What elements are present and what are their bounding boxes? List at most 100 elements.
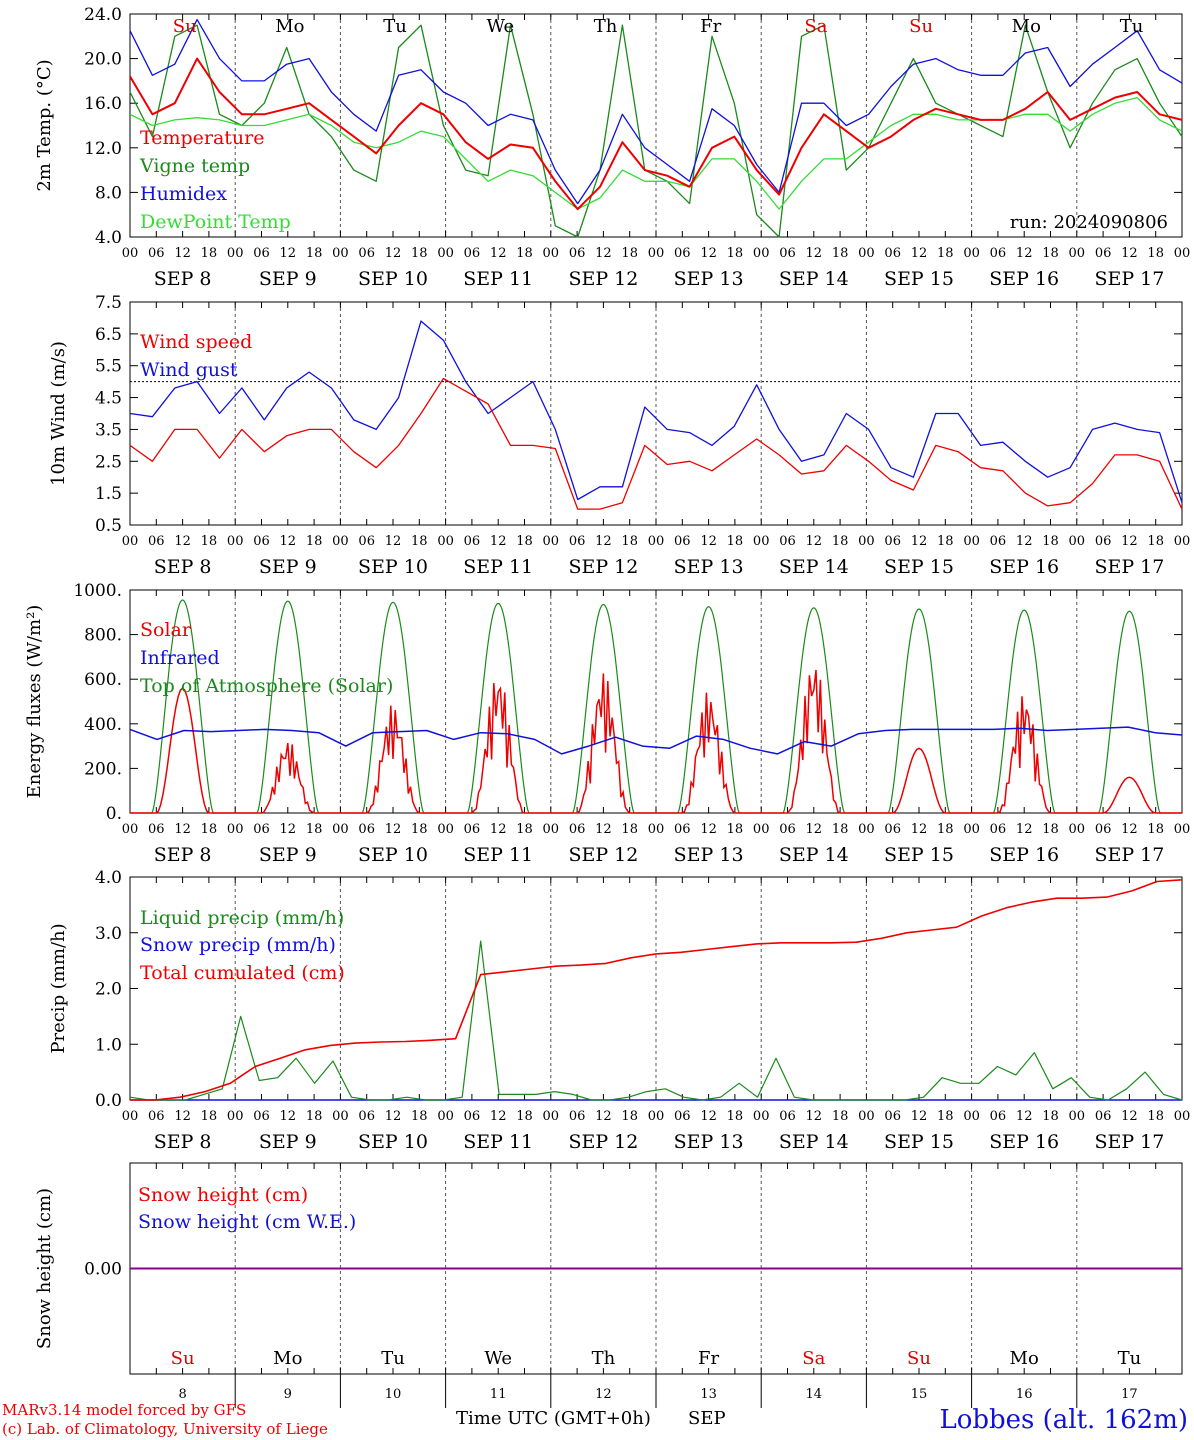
hour-tick-label: 12 [806,1109,823,1124]
day-number: 15 [911,1387,928,1402]
hour-tick-label: 06 [253,534,270,549]
hour-tick-label: 18 [1042,822,1059,837]
hour-tick-label: 00 [437,246,454,261]
date-label: SEP 8 [154,268,212,290]
hour-tick-label: 00 [1069,246,1086,261]
toa-solar-line [866,608,972,814]
hour-tick-label: 12 [490,1109,507,1124]
hour-tick-label: 18 [621,246,638,261]
panel-wind: 0.5 1.5 2.5 3.5 4.5 5.5 6.5 7.5 10m Wind (m/s) 00… [48,293,1190,578]
date-label: SEP 12 [568,1131,638,1153]
hour-tick-label: 12 [280,822,297,837]
hour-tick-label: 18 [937,822,954,837]
day-number: 9 [284,1387,292,1402]
date-label: SEP 14 [779,844,849,866]
hour-tick-label: 06 [779,1109,796,1124]
toa-solar-line [761,607,867,814]
hour-tick-label: 06 [569,1109,586,1124]
hour-tick-label: 12 [1016,246,1033,261]
hour-tick-label: 06 [253,822,270,837]
day-number: 17 [1121,1387,1138,1402]
hour-tick-label: 00 [332,246,349,261]
hour-tick-label: 18 [516,1109,533,1124]
date-label: SEP 10 [358,556,428,578]
hour-tick-label: 18 [1042,1109,1059,1124]
y-tick-label: 2.5 [95,452,122,472]
hour-tick-label: 18 [621,1109,638,1124]
hour-tick-label: 06 [884,534,901,549]
hour-tick-label: 06 [358,1109,375,1124]
hour-tick-label: 18 [201,534,218,549]
hour-tick-label: 00 [543,246,560,261]
solar-line [550,673,656,814]
hour-tick-label: 06 [674,246,691,261]
y-tick-label: 0.5 [95,516,122,536]
hour-tick-label: 18 [1147,822,1164,837]
hour-tick-label: 06 [569,246,586,261]
hour-tick-label: 00 [332,534,349,549]
hour-tick-label: 00 [753,1109,770,1124]
legend-entry: Wind gust [140,359,238,381]
y-axis-label: Energy fluxes (W/m²) [24,605,45,799]
hour-tick-label: 18 [937,246,954,261]
hour-tick-label: 06 [464,534,481,549]
hour-tick-label: 00 [543,1109,560,1124]
hour-tick-label: 06 [990,534,1007,549]
day-number: 12 [595,1387,612,1402]
hour-tick-label: 18 [621,534,638,549]
legend-entry: Infrared [140,647,220,669]
credit-line-2: (c) Lab. of Climatology, University of L… [2,1420,328,1438]
hour-tick-label: 12 [806,822,823,837]
hour-tick-label: 18 [1042,246,1059,261]
hour-tick-label: 00 [648,1109,665,1124]
date-label: SEP 12 [568,268,638,290]
hour-tick-label: 12 [385,1109,402,1124]
infrared-line [129,726,1183,755]
y-tick-label: 2.0 [95,980,122,1000]
hour-tick-label: 12 [280,1109,297,1124]
weekday-label-bottom: Fr [698,1348,719,1369]
hour-tick-label: 00 [227,246,244,261]
hour-tick-label: 00 [1174,246,1191,261]
y-tick-label: 24.0 [84,5,122,25]
hour-tick-label: 12 [911,246,928,261]
legend-entry: Solar [140,619,192,641]
date-label: SEP 9 [259,844,317,866]
hour-tick-label: 18 [201,1109,218,1124]
hour-tick-label: 12 [1121,246,1138,261]
date-label: SEP 17 [1094,1131,1164,1153]
hour-tick-label: 06 [884,822,901,837]
hour-tick-label: 18 [832,822,849,837]
hour-tick-label: 00 [963,534,980,549]
date-label: SEP 17 [1094,268,1164,290]
panel-precip: 0.0 1.0 2.0 3.0 4.0 Precip (mm/h) 00 06 12 18 00 06… [48,868,1190,1153]
y-axis-label: Precip (mm/h) [48,923,69,1053]
hour-tick-label: 12 [911,822,928,837]
hour-tick-label: 18 [1147,534,1164,549]
y-axis-label: 10m Wind (m/s) [48,341,69,486]
wind-gust-line [129,320,1183,503]
hour-tick-label: 00 [963,822,980,837]
date-label: SEP 17 [1094,556,1164,578]
hour-tick-label: 00 [122,1109,139,1124]
panel-energy: 0. 200. 400. 600. 800. 1000. Energy fluxes (W/… [24,581,1190,866]
y-tick-label: 600. [84,670,122,690]
y-tick-label: 16.0 [84,94,122,114]
hour-tick-label: 18 [727,1109,744,1124]
hour-tick-label: 12 [1121,534,1138,549]
y-tick-label: 400. [84,715,122,735]
hour-tick-label: 12 [806,246,823,261]
hour-tick-label: 00 [227,822,244,837]
hour-tick-label: 06 [148,534,165,549]
weekday-label-top: Tu [1120,16,1144,37]
hour-tick-label: 06 [1095,822,1112,837]
y-tick-label: 5.5 [95,357,122,377]
hour-tick-label: 12 [280,534,297,549]
date-label: SEP 10 [358,844,428,866]
date-label: SEP 15 [884,1131,954,1153]
date-label: SEP 16 [989,556,1059,578]
hour-tick-label: 18 [516,534,533,549]
hour-tick-label: 06 [779,246,796,261]
hour-tick-label: 18 [832,246,849,261]
hour-tick-label: 00 [1069,534,1086,549]
